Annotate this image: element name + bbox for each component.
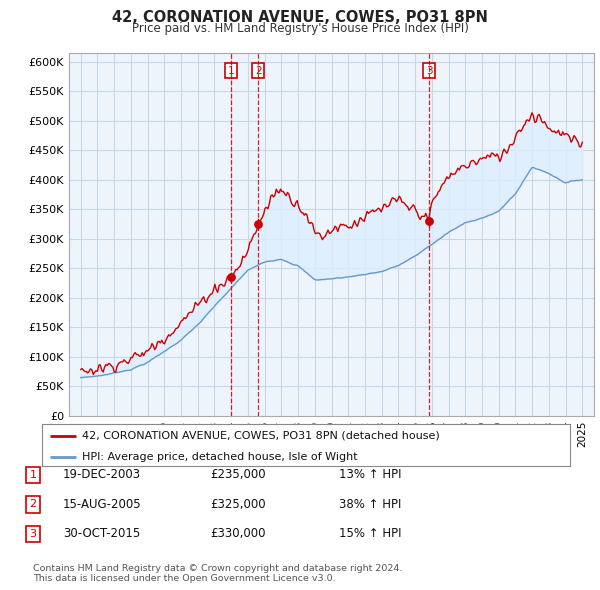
- Text: 2: 2: [29, 500, 37, 509]
- Text: Contains HM Land Registry data © Crown copyright and database right 2024.: Contains HM Land Registry data © Crown c…: [33, 565, 403, 573]
- Point: [424, 217, 434, 226]
- Text: HPI: Average price, detached house, Isle of Wight: HPI: Average price, detached house, Isle…: [82, 452, 357, 462]
- Text: 42, CORONATION AVENUE, COWES, PO31 8PN (detached house): 42, CORONATION AVENUE, COWES, PO31 8PN (…: [82, 431, 439, 441]
- Text: 19-DEC-2003: 19-DEC-2003: [63, 468, 141, 481]
- Text: This data is licensed under the Open Government Licence v3.0.: This data is licensed under the Open Gov…: [33, 574, 335, 583]
- Text: £235,000: £235,000: [210, 468, 266, 481]
- Text: 2: 2: [255, 66, 262, 76]
- Text: 1: 1: [228, 66, 235, 76]
- Text: 13% ↑ HPI: 13% ↑ HPI: [339, 468, 401, 481]
- Text: 1: 1: [29, 470, 37, 480]
- Text: 42, CORONATION AVENUE, COWES, PO31 8PN: 42, CORONATION AVENUE, COWES, PO31 8PN: [112, 10, 488, 25]
- Text: 30-OCT-2015: 30-OCT-2015: [63, 527, 140, 540]
- Text: 38% ↑ HPI: 38% ↑ HPI: [339, 498, 401, 511]
- Text: Price paid vs. HM Land Registry's House Price Index (HPI): Price paid vs. HM Land Registry's House …: [131, 22, 469, 35]
- Text: 3: 3: [425, 66, 432, 76]
- Text: £325,000: £325,000: [210, 498, 266, 511]
- Point: [253, 219, 263, 229]
- Point: [226, 273, 236, 282]
- Text: 15% ↑ HPI: 15% ↑ HPI: [339, 527, 401, 540]
- Text: 3: 3: [29, 529, 37, 539]
- Text: 15-AUG-2005: 15-AUG-2005: [63, 498, 142, 511]
- Text: £330,000: £330,000: [210, 527, 265, 540]
